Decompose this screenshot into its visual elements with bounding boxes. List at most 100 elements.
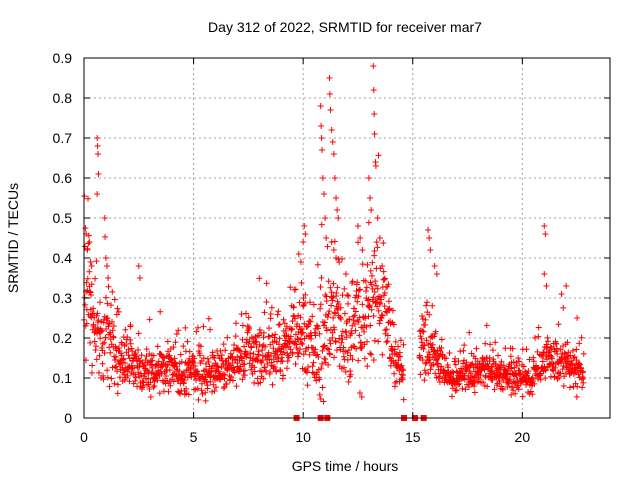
data-point: [456, 380, 463, 387]
data-point: [507, 353, 514, 360]
data-point: [299, 326, 306, 333]
data-point: [156, 390, 163, 397]
data-point: [375, 338, 382, 345]
data-point: [307, 299, 314, 306]
data-point: [245, 340, 252, 347]
data-point: [154, 343, 161, 350]
data-point: [561, 373, 568, 380]
data-point: [468, 361, 475, 368]
data-point: [261, 364, 268, 371]
data-point: [504, 383, 511, 390]
data-point: [311, 329, 318, 336]
data-point: [309, 363, 316, 370]
data-point: [390, 321, 397, 328]
data-point: [381, 303, 388, 310]
data-point: [578, 334, 585, 341]
data-point: [326, 308, 333, 315]
data-point: [99, 327, 106, 334]
data-point: [209, 354, 216, 361]
data-point: [314, 261, 321, 268]
data-point: [379, 312, 386, 319]
data-point: [483, 322, 490, 329]
data-point: [258, 359, 265, 366]
data-point: [318, 135, 325, 141]
data-point: [329, 297, 336, 304]
data-point: [231, 341, 238, 348]
data-point: [332, 310, 339, 317]
data-point: [378, 311, 385, 318]
data-point: [330, 314, 337, 321]
data-point: [563, 283, 570, 289]
data-point: [461, 342, 468, 349]
data-point: [328, 289, 335, 296]
data-point: [175, 371, 182, 378]
data-point: [331, 326, 338, 333]
data-point: [101, 215, 108, 221]
data-point: [294, 353, 301, 360]
data-point: [108, 375, 115, 382]
data-point: [315, 353, 322, 360]
data-point: [570, 354, 577, 361]
data-point: [207, 378, 214, 385]
data-point: [347, 368, 354, 375]
data-point: [560, 382, 567, 389]
data-point: [375, 152, 382, 159]
data-point: [578, 365, 585, 372]
data-point: [186, 348, 193, 355]
data-point: [431, 263, 438, 269]
data-point: [346, 316, 353, 323]
data-point: [331, 354, 338, 361]
data-point: [323, 327, 330, 334]
data-point: [391, 346, 398, 353]
data-point: [231, 369, 238, 376]
data-point: [289, 350, 296, 357]
data-point: [294, 335, 301, 342]
data-point: [86, 239, 93, 245]
data-point: [150, 384, 157, 391]
x-tick-label: 15: [405, 429, 421, 445]
data-point: [328, 302, 335, 309]
data-point: [172, 339, 179, 346]
data-point: [324, 314, 331, 321]
data-point: [379, 263, 386, 270]
data-point: [306, 318, 313, 325]
data-point: [90, 305, 97, 312]
data-point: [461, 376, 468, 383]
data-point: [245, 327, 252, 334]
data-point: [289, 318, 296, 325]
data-point: [264, 360, 271, 367]
data-point: [283, 365, 290, 372]
data-point: [368, 207, 375, 213]
data-point: [247, 343, 254, 350]
data-point: [253, 343, 260, 350]
data-point: [331, 175, 338, 181]
data-point: [304, 382, 311, 389]
data-point: [436, 378, 443, 385]
data-point: [194, 385, 201, 392]
data-point: [85, 195, 92, 202]
data-point: [233, 320, 240, 327]
data-point: [564, 339, 571, 346]
data-point: [319, 147, 326, 153]
data-point: [342, 270, 349, 277]
data-point: [363, 323, 370, 330]
data-point: [368, 306, 375, 313]
data-point: [268, 304, 275, 311]
x-tick-label: 0: [80, 429, 88, 445]
data-point: [476, 376, 483, 383]
data-point: [385, 281, 392, 288]
data-point: [384, 332, 391, 339]
data-point: [355, 287, 362, 294]
data-point: [555, 321, 562, 328]
data-point: [266, 325, 273, 332]
data-point: [104, 300, 111, 307]
data-point: [565, 349, 572, 356]
data-point: [238, 311, 245, 318]
plot-frame: [83, 57, 611, 419]
data-point: [115, 308, 122, 315]
data-point: [343, 334, 350, 341]
data-point: [95, 317, 102, 324]
data-point: [427, 340, 434, 347]
data-point: [267, 311, 274, 318]
